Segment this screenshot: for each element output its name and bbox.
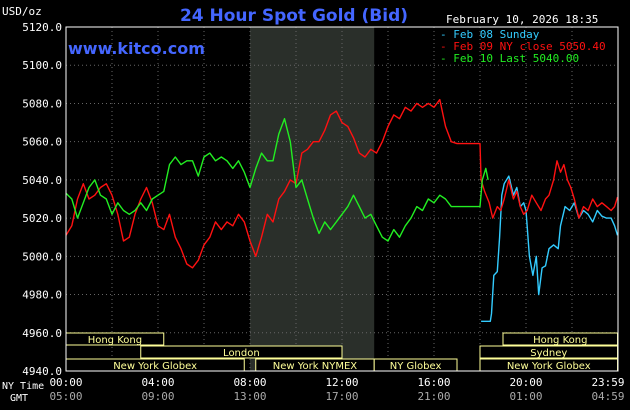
y-tick-label: 5000.0 [22, 250, 62, 263]
session-label: NY Globex [390, 361, 442, 372]
session-box: NY Globex [373, 358, 458, 372]
x-tick-label-gmt: 17:00 [325, 390, 358, 403]
session-box: Hong Kong [65, 332, 165, 346]
plot-frame [65, 26, 619, 372]
kitco-watermark: www.kitco.com [68, 39, 205, 58]
y-tick-label: 5040.0 [22, 174, 62, 187]
series-lines [65, 98, 619, 322]
session-label: London [223, 348, 260, 359]
x-tick-label-ny: 12:00 [325, 376, 358, 389]
legend-last: - Feb 10 Last 5040.00 [440, 52, 579, 65]
x-tick-label-ny: 04:00 [141, 376, 174, 389]
nymex-session-shade [250, 27, 375, 371]
legend-sunday: - Feb 08 Sunday [440, 28, 540, 41]
x-tick-label-gmt: 09:00 [141, 390, 174, 403]
x-axis-labels: 00:00 04:00 08:00 12:00 16:00 20:00 23:59 05:00… [49, 376, 624, 403]
chart-title: 24 Hour Spot Gold (Bid) [180, 6, 408, 26]
x-tick-label-gmt: 01:00 [509, 390, 542, 403]
y-tick-label: 4960.0 [22, 327, 62, 340]
y-tick-label: 5100.0 [22, 59, 62, 72]
session-box-frame [140, 345, 343, 359]
x-tick-label-ny: 08:00 [233, 376, 266, 389]
legend: - Feb 08 Sunday - Feb 09 NY close 5050.4… [440, 28, 606, 65]
session-label: New York Globex [113, 361, 197, 372]
x-tick-label-gmt: 21:00 [417, 390, 450, 403]
x-tick-label-gmt: 13:00 [233, 390, 266, 403]
series-line-last [65, 118, 489, 242]
session-label: Hong Kong [88, 335, 142, 346]
series-line-sunday [481, 175, 619, 322]
y-tick-label: 5060.0 [22, 136, 62, 149]
legend-ny-close: - Feb 09 NY close 5050.40 [440, 40, 606, 53]
y-tick-label: 5020.0 [22, 212, 62, 225]
session-box: London [140, 345, 343, 359]
session-box: New York Globex [479, 358, 619, 372]
session-box: Sydney [479, 345, 619, 359]
y-axis-unit: USD/oz [2, 5, 42, 18]
session-label: New York NYMEX [273, 361, 358, 372]
session-box: New York NYMEX [255, 358, 375, 372]
x-tick-label-ny: 00:00 [49, 376, 82, 389]
y-tick-label: 5120.0 [22, 21, 62, 34]
x-row-label-gmt: GMT [10, 393, 28, 404]
session-box: Hong Kong [502, 332, 619, 346]
x-tick-label-gmt: 04:59 [591, 390, 624, 403]
y-tick-label: 5080.0 [22, 97, 62, 110]
shaded-region [250, 27, 375, 371]
x-row-label-ny: NY Time [2, 381, 44, 392]
session-label: New York Globex [507, 361, 591, 372]
x-tick-label-ny: 20:00 [509, 376, 542, 389]
x-tick-label-ny: 23:59 [591, 376, 624, 389]
session-label: Hong Kong [533, 335, 587, 346]
y-tick-label: 4940.0 [22, 365, 62, 378]
y-tick-label: 4980.0 [22, 289, 62, 302]
y-axis-labels: 5120.0 5100.0 5080.0 5060.0 5040.0 5020.0 5000… [22, 21, 62, 378]
series-line-ny-close [65, 98, 619, 269]
x-tick-label-ny: 16:00 [417, 376, 450, 389]
session-box: New York Globex [65, 358, 245, 372]
chart-date-time: February 10, 2026 18:35 [446, 13, 598, 26]
session-boxes: Hong Kong Hong Kong London Sydney New York G… [65, 332, 619, 372]
session-label: Sydney [530, 348, 567, 359]
x-tick-label-gmt: 05:00 [49, 390, 82, 403]
